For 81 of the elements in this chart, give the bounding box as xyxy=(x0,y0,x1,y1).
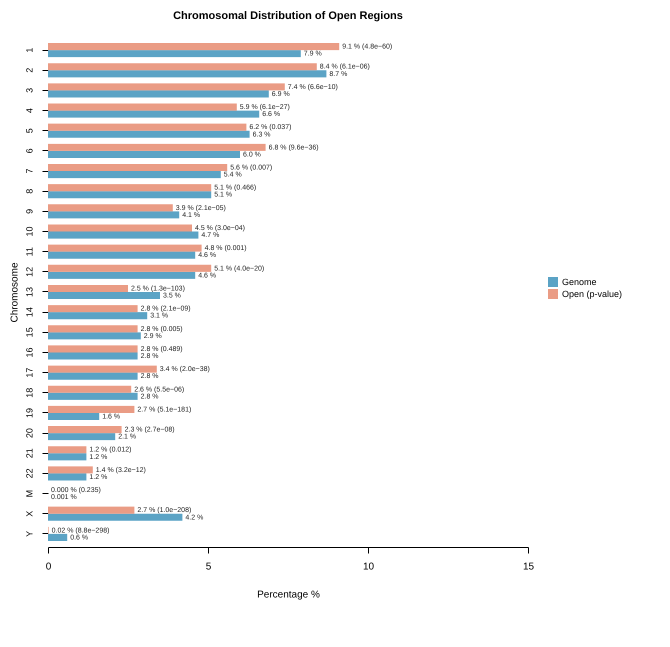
y-tick-label: 18 xyxy=(24,388,34,398)
bar xyxy=(48,412,100,420)
y-tick-label: 8 xyxy=(24,188,34,194)
bar xyxy=(48,352,138,360)
bar xyxy=(48,372,138,380)
bar xyxy=(48,252,196,259)
y-tick-label: 10 xyxy=(24,226,34,237)
bar xyxy=(48,284,128,292)
y-tick-label: 5 xyxy=(24,128,34,134)
bar xyxy=(48,305,138,312)
bar xyxy=(48,70,326,78)
bar xyxy=(48,184,212,192)
x-tick-label: 10 xyxy=(362,562,374,572)
bar xyxy=(48,90,269,98)
bar xyxy=(48,473,86,480)
bar xyxy=(48,164,228,172)
bar xyxy=(48,446,86,454)
bar xyxy=(48,130,250,138)
bar xyxy=(48,453,86,460)
bar xyxy=(48,292,160,300)
y-tick-label: 4 xyxy=(24,108,34,114)
bar xyxy=(48,83,285,90)
y-tick-label: X xyxy=(24,510,34,517)
bar xyxy=(48,232,198,239)
y-tick-label: 16 xyxy=(24,347,34,358)
y-tick-label: 9 xyxy=(24,208,34,214)
legend-label: Open (p-value) xyxy=(562,289,622,299)
y-tick-label: 3 xyxy=(24,88,34,93)
bar xyxy=(48,104,237,111)
bar xyxy=(48,224,192,232)
bar xyxy=(48,534,68,541)
bar xyxy=(48,124,246,131)
bar xyxy=(48,332,141,340)
y-tick-label: 1 xyxy=(24,48,34,53)
bar xyxy=(48,150,240,158)
bar xyxy=(48,63,317,70)
y-tick-label: 15 xyxy=(24,327,34,338)
bar xyxy=(48,345,138,352)
y-tick-label: 21 xyxy=(24,448,34,458)
y-tick-label: 12 xyxy=(24,266,34,277)
x-axis-title: Percentage % xyxy=(257,590,320,600)
y-tick-label: 7 xyxy=(24,168,34,174)
bar xyxy=(48,406,134,413)
y-tick-label: 17 xyxy=(24,368,34,378)
bar xyxy=(48,433,116,440)
y-axis-title: Chromosome xyxy=(10,262,20,323)
bar xyxy=(48,171,221,178)
bar xyxy=(48,50,301,58)
y-tick-label: 11 xyxy=(24,247,34,256)
bar xyxy=(48,43,340,50)
y-tick-label: 2 xyxy=(24,68,34,73)
bar xyxy=(48,211,180,218)
legend-label: Genome xyxy=(562,277,597,287)
x-tick-label: 0 xyxy=(46,562,52,572)
bar xyxy=(48,204,173,212)
y-tick-label: 19 xyxy=(24,408,34,418)
bar xyxy=(48,325,138,332)
chart-title: Chromosomal Distribution of Open Regions xyxy=(173,10,403,22)
bar xyxy=(48,144,266,151)
bar xyxy=(48,312,148,320)
bar xyxy=(48,392,138,400)
bar xyxy=(48,426,122,434)
bar xyxy=(48,506,134,514)
y-tick-label: 14 xyxy=(24,307,34,318)
x-tick-label: 5 xyxy=(206,562,212,572)
y-tick-label: 20 xyxy=(24,428,34,438)
bar xyxy=(48,386,132,393)
bar xyxy=(48,466,93,474)
bar xyxy=(48,244,202,252)
y-tick-label: 22 xyxy=(24,468,34,478)
bar xyxy=(48,264,212,272)
bar xyxy=(48,514,182,521)
y-tick-label: M xyxy=(24,490,34,498)
bar xyxy=(48,191,212,198)
bar xyxy=(48,366,157,373)
bar xyxy=(48,110,260,118)
bar xyxy=(48,272,196,279)
y-tick-label: 13 xyxy=(24,286,34,298)
x-tick-label: 15 xyxy=(522,562,534,572)
y-tick-label: Y xyxy=(24,530,34,537)
y-tick-label: 6 xyxy=(24,148,34,154)
